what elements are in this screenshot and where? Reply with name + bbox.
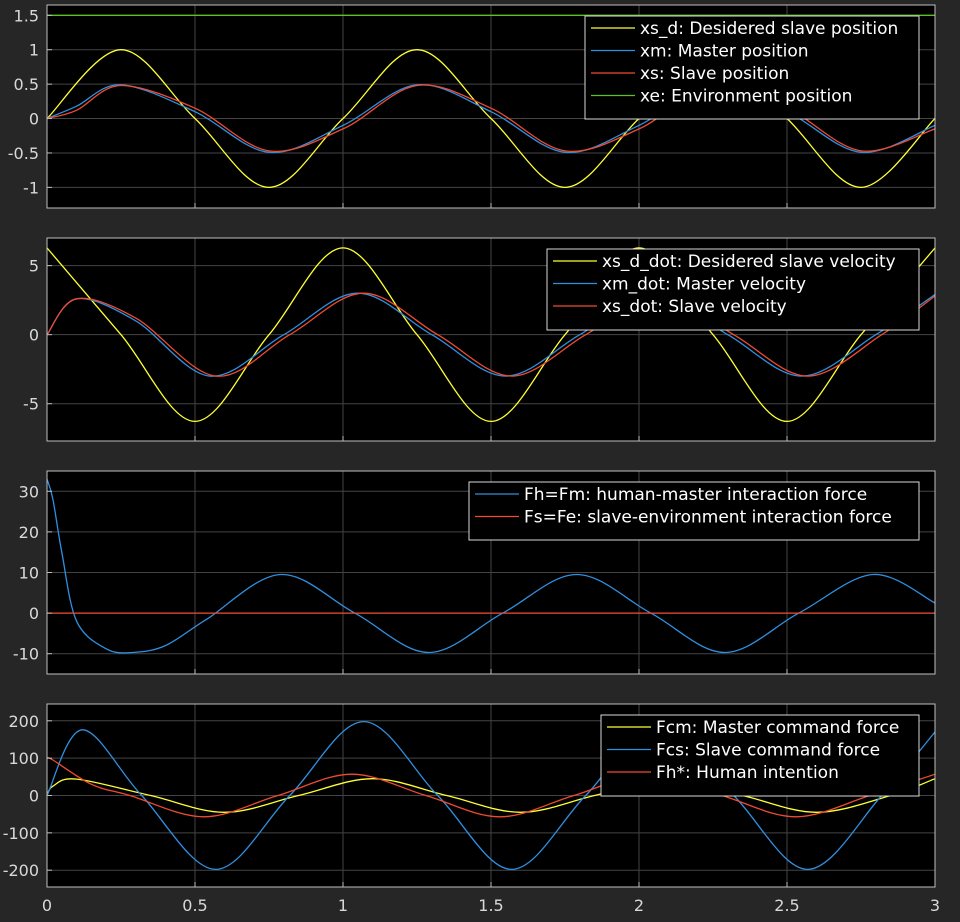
subplot-3: -10 0 10 20 30 Fh=Fm: human-master interactio…: [13, 470, 936, 675]
series-line-2: [47, 292, 935, 377]
series-line-3: [47, 756, 935, 818]
y-tick-label: 0: [29, 787, 39, 806]
y-tick-label: 0: [29, 326, 39, 345]
y-tick-label: 200: [8, 712, 39, 731]
series-line-1: [47, 247, 935, 423]
legend-entry: xs: Slave position: [640, 64, 789, 84]
legend-entry: xs_dot: Slave velocity: [602, 297, 787, 317]
x-tick-label: 3: [930, 896, 940, 915]
legend-entry: Fh=Fm: human-master interaction force: [524, 485, 867, 505]
subplot-2: -5 0 5 xs_d_dot: Desidered slave velocity xm…: [23, 237, 936, 442]
legend-entry: Fh*: Human intention: [656, 763, 839, 783]
legend-entry: xe: Environment position: [640, 87, 852, 107]
y-tick-label: 1.5: [14, 6, 39, 25]
y-tick-label: -1: [23, 178, 39, 197]
y-tick-label: 100: [8, 749, 39, 768]
y-tick-label: 0: [29, 604, 39, 623]
series-line-3: [47, 292, 935, 377]
legend: xs_d_dot: Desidered slave velocity xm_dot…: [546, 248, 920, 331]
legend-box: [600, 714, 920, 797]
legend: xs_d: Desidered slave position xm: Master…: [584, 15, 920, 120]
x-tick-label: 1: [338, 896, 348, 915]
y-tick-label: 0: [29, 110, 39, 129]
legend-entry: xm_dot: Master velocity: [602, 275, 806, 295]
legend-entry: Fs=Fe: slave-environment interaction for…: [524, 508, 892, 528]
legend-box: [584, 15, 920, 120]
legend-entry: xs_d: Desidered slave position: [640, 19, 898, 39]
legend: Fh=Fm: human-master interaction force Fs=…: [468, 481, 920, 541]
y-tick-label: -200: [3, 861, 39, 880]
x-tick-label: 1.5: [478, 896, 503, 915]
y-tick-label: 10: [19, 564, 39, 583]
y-tick-label: -10: [13, 645, 39, 664]
legend-entry: Fcm: Master command force: [656, 718, 899, 738]
legend: Fcm: Master command force Fcs: Slave comm…: [600, 714, 920, 797]
y-tick-label: 0.5: [14, 75, 39, 94]
y-tick-label: 30: [19, 482, 39, 501]
y-tick-label: -5: [23, 395, 39, 414]
legend-entry: xs_d_dot: Desidered slave velocity: [602, 252, 896, 272]
x-tick-label: 2: [634, 896, 644, 915]
subplot-4: -200 -100 0 100 200 Fcm: Master command force…: [3, 703, 936, 888]
x-tick-label: 2.5: [774, 896, 799, 915]
y-tick-label: 5: [29, 257, 39, 276]
y-tick-label: -100: [3, 824, 39, 843]
legend-entry: Fcs: Slave command force: [656, 741, 880, 761]
x-tick-label: 0.5: [182, 896, 207, 915]
legend-box: [468, 481, 920, 541]
legend-entry: xm: Master position: [640, 42, 809, 62]
y-tick-label: 20: [19, 523, 39, 542]
legend-box: [546, 248, 920, 331]
y-tick-label: 1: [29, 41, 39, 60]
y-tick-label: -0.5: [8, 144, 39, 163]
series-line-2: [47, 720, 935, 871]
subplot-1: -1 -0.5 0 0.5 1 1.5 xs_d: Desidered slave posi…: [8, 4, 936, 209]
series-line-1: [47, 778, 935, 813]
x-tick-label: 0: [42, 896, 52, 915]
